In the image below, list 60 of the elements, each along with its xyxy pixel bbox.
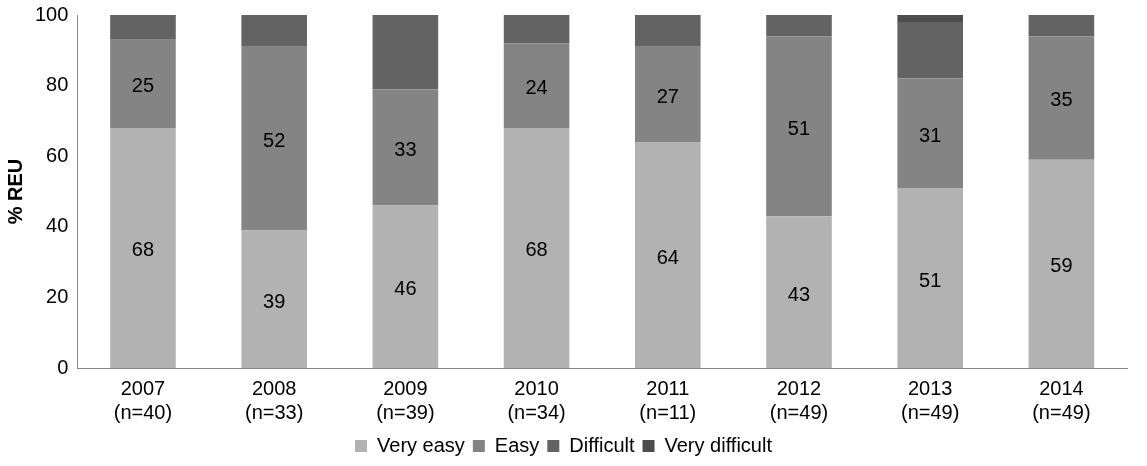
y-tick-label: 60 bbox=[46, 143, 69, 166]
data-label: 25 bbox=[131, 74, 155, 97]
bar bbox=[897, 187, 963, 368]
y-tick-label: 20 bbox=[46, 284, 69, 307]
legend-label: Very easy bbox=[377, 433, 465, 456]
bar bbox=[503, 43, 570, 128]
bar bbox=[766, 36, 832, 217]
legend-label: Very difficult bbox=[664, 433, 773, 456]
y-axis-title: % REU bbox=[3, 158, 26, 225]
bar bbox=[110, 15, 176, 40]
bar bbox=[634, 46, 701, 143]
data-label: 39 bbox=[263, 289, 286, 312]
data-label: 51 bbox=[787, 116, 811, 139]
data-label: 52 bbox=[263, 129, 286, 152]
bar bbox=[372, 89, 439, 206]
bar bbox=[372, 205, 439, 368]
data-label: 59 bbox=[1050, 254, 1073, 277]
x-tick-label: 2009 (n=39) bbox=[376, 376, 435, 423]
data-label: 46 bbox=[394, 277, 417, 300]
legend-label: Easy bbox=[494, 433, 540, 456]
bar bbox=[897, 15, 963, 23]
x-tick-label: 2013 (n=49) bbox=[901, 376, 960, 423]
x-tick-label: 2014 (n=49) bbox=[1032, 376, 1091, 423]
bar bbox=[241, 230, 307, 368]
bar bbox=[1028, 159, 1095, 368]
legend-label: Difficult bbox=[569, 433, 635, 456]
x-tick-label: 2011 (n=11) bbox=[639, 376, 697, 423]
bar bbox=[1028, 36, 1095, 160]
bar bbox=[503, 15, 570, 44]
data-label: 24 bbox=[525, 76, 548, 99]
data-label: 33 bbox=[394, 137, 417, 160]
bar bbox=[766, 216, 832, 368]
data-label: 64 bbox=[656, 245, 679, 268]
y-tick-label: 100 bbox=[34, 2, 69, 25]
y-tick-label: 80 bbox=[46, 73, 69, 96]
bar bbox=[110, 127, 176, 368]
data-label: 68 bbox=[525, 238, 548, 261]
x-tick-label: 2012 (n=49) bbox=[769, 376, 829, 423]
data-label: 43 bbox=[787, 282, 811, 305]
bar bbox=[766, 15, 832, 37]
bar bbox=[372, 15, 439, 90]
bar bbox=[634, 142, 701, 368]
x-tick-label: 2007 (n=40) bbox=[113, 376, 173, 423]
x-tick-label: 2008 (n=33) bbox=[244, 376, 304, 423]
y-tick-label: 40 bbox=[46, 214, 69, 237]
data-label: 51 bbox=[919, 268, 942, 291]
bar bbox=[634, 15, 701, 47]
bar bbox=[897, 22, 963, 79]
bar bbox=[503, 127, 570, 368]
x-tick-label: 2010 (n=34) bbox=[507, 376, 566, 423]
y-tick-label: 0 bbox=[57, 355, 69, 378]
data-label: 27 bbox=[656, 84, 679, 107]
data-label: 68 bbox=[131, 238, 155, 261]
bar bbox=[110, 39, 176, 128]
bar bbox=[1028, 15, 1095, 37]
bar bbox=[897, 78, 963, 188]
data-label: 35 bbox=[1050, 88, 1073, 111]
data-label: 31 bbox=[919, 123, 942, 146]
bar bbox=[241, 15, 307, 47]
bar bbox=[241, 46, 307, 231]
